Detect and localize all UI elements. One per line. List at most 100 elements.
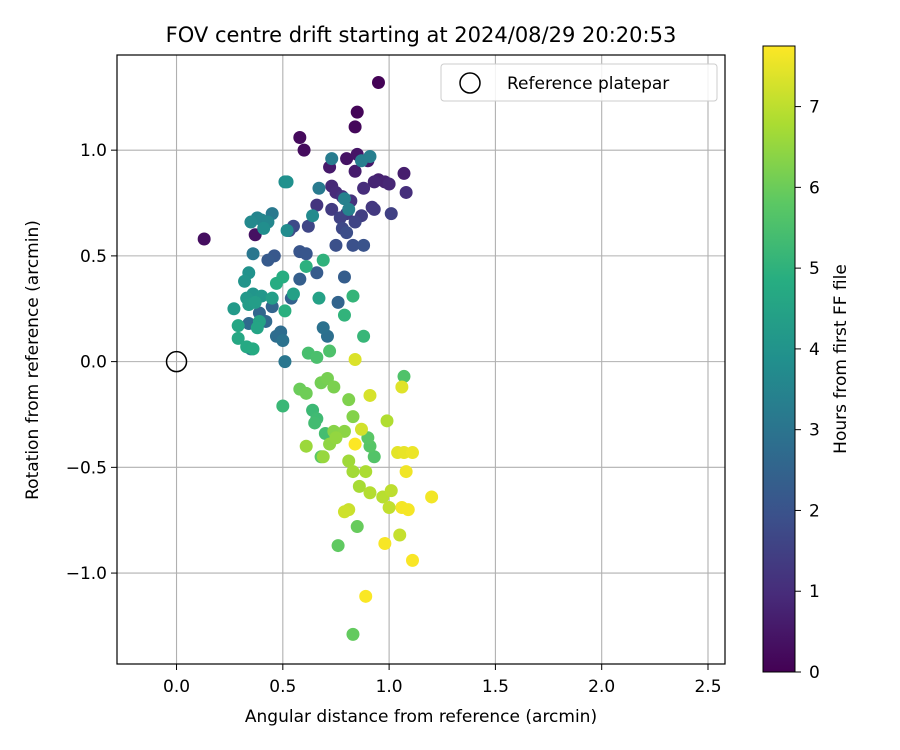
- data-point: [325, 152, 339, 166]
- data-point: [293, 130, 307, 144]
- data-point: [333, 211, 347, 225]
- data-point: [231, 331, 245, 345]
- data-point: [357, 181, 371, 195]
- data-point: [278, 304, 292, 318]
- data-point: [231, 319, 245, 333]
- grid-lines: [117, 55, 725, 664]
- data-point: [316, 253, 330, 267]
- data-point: [197, 232, 211, 246]
- data-point: [312, 181, 326, 195]
- data-point: [352, 479, 366, 493]
- data-point: [371, 75, 385, 89]
- data-point: [405, 446, 419, 460]
- data-point: [327, 380, 341, 394]
- data-point: [363, 388, 377, 402]
- data-point: [306, 209, 320, 223]
- data-point: [363, 486, 377, 500]
- data-point: [425, 490, 439, 504]
- data-point: [280, 175, 294, 189]
- data-point: [257, 221, 271, 235]
- y-tick-label: −1.0: [66, 564, 107, 584]
- data-point: [348, 215, 362, 229]
- data-point: [340, 226, 354, 240]
- data-point: [331, 539, 345, 553]
- data-point: [261, 253, 275, 267]
- data-point: [325, 202, 339, 216]
- x-tick-label: 2.0: [588, 677, 615, 697]
- legend-box: [440, 63, 718, 102]
- data-point: [367, 450, 381, 464]
- data-point: [399, 185, 413, 199]
- data-point: [363, 150, 377, 163]
- data-point: [359, 589, 373, 603]
- y-axis-label: Rotation from reference (arcmin): [23, 220, 43, 500]
- data-point: [310, 198, 324, 212]
- data-point: [348, 164, 362, 178]
- colorbar-tick-label: 1: [809, 582, 820, 602]
- colorbar-gradient: [762, 45, 796, 673]
- data-point: [337, 192, 351, 206]
- plot-frame: [116, 54, 726, 665]
- colorbar-tick-label: 5: [809, 259, 820, 279]
- data-point: [286, 287, 300, 301]
- data-point: [397, 369, 411, 383]
- colorbar: 0 1 2 3 4 5 6 7 Hours from first FF file: [762, 45, 851, 683]
- data-point: [346, 627, 360, 641]
- data-point: [250, 321, 264, 335]
- data-point: [348, 353, 362, 366]
- data-point: [299, 439, 313, 453]
- x-tick-label: 1.0: [376, 677, 403, 697]
- data-point: [331, 295, 345, 309]
- data-point: [323, 344, 337, 358]
- colorbar-tick-label: 6: [809, 178, 820, 198]
- data-point: [395, 380, 409, 394]
- data-point: [329, 238, 343, 252]
- data-point: [378, 536, 392, 550]
- legend-marker-reference: [459, 72, 481, 94]
- data-point: [337, 270, 351, 284]
- data-point: [337, 505, 351, 519]
- data-point: [367, 175, 381, 189]
- data-point: [346, 238, 360, 252]
- legend-entry-reference: Reference platepar: [507, 74, 669, 94]
- data-point: [342, 454, 356, 468]
- data-point: [382, 501, 396, 515]
- data-point: [316, 450, 330, 464]
- x-tick-label: 0.0: [163, 677, 190, 697]
- colorbar-label: Hours from first FF file: [831, 264, 851, 454]
- data-point: [299, 259, 313, 273]
- data-points: [165, 75, 439, 641]
- data-point: [276, 399, 290, 413]
- data-point: [354, 422, 368, 436]
- data-point: [384, 484, 398, 498]
- data-point: [246, 342, 260, 356]
- data-point: [299, 247, 313, 261]
- data-point: [397, 166, 411, 180]
- y-tick-label: −0.5: [66, 458, 107, 478]
- colorbar-tick-label: 3: [809, 421, 820, 441]
- data-point: [310, 350, 324, 364]
- data-point: [227, 302, 241, 316]
- data-point: [340, 152, 354, 166]
- data-point: [367, 202, 381, 216]
- data-point: [301, 219, 315, 233]
- y-tick-label: 0.0: [80, 353, 107, 373]
- data-point: [357, 329, 371, 343]
- reference-platepar-marker: [165, 350, 188, 373]
- data-point: [384, 207, 398, 221]
- data-point: [246, 247, 260, 261]
- data-point: [346, 465, 360, 479]
- data-point: [346, 410, 360, 424]
- legend: Reference platepar: [440, 63, 718, 102]
- y-axis-ticks: 1.0 0.5 0.0 −0.5 −1.0: [66, 141, 117, 584]
- data-point: [329, 431, 343, 445]
- data-point: [350, 520, 364, 534]
- data-point: [297, 143, 311, 157]
- y-tick-label: 0.5: [80, 247, 107, 267]
- data-point: [238, 274, 252, 288]
- data-point: [357, 238, 371, 252]
- data-point: [348, 120, 362, 134]
- data-point: [348, 437, 362, 451]
- data-point: [276, 333, 290, 347]
- data-point: [276, 270, 290, 284]
